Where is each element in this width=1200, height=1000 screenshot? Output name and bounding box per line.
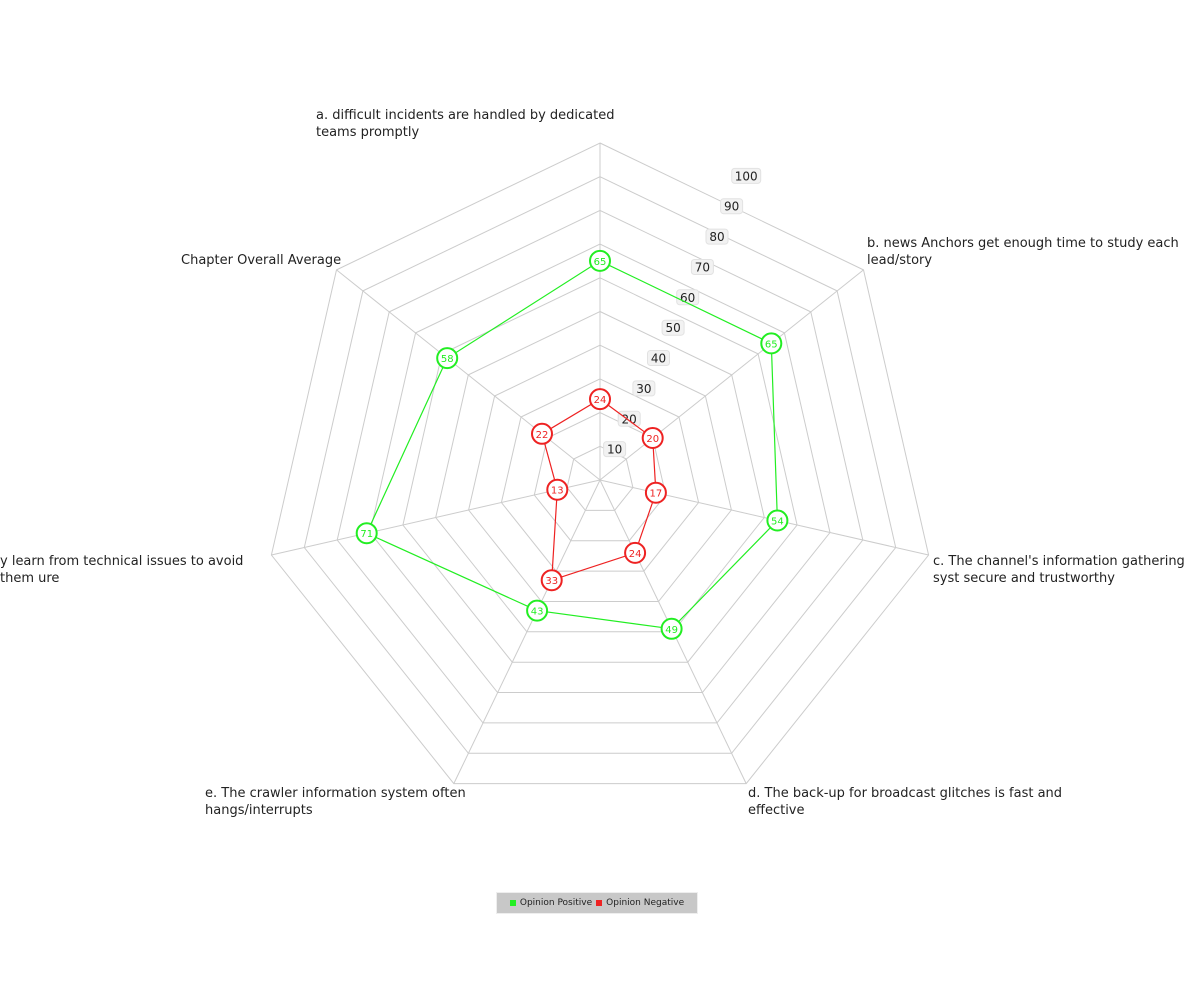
data-label-opinion-positive-0: 65	[594, 257, 607, 268]
grid	[270, 142, 930, 785]
tick-box-40	[647, 350, 670, 366]
data-point-opinion-negative-0	[589, 388, 611, 411]
tick-label-40: 40	[651, 352, 666, 366]
tick-box-20	[617, 410, 641, 427]
grid-spoke-1	[599, 269, 864, 481]
tick-label-50: 50	[665, 321, 680, 335]
grid-spoke-4	[453, 479, 601, 784]
data-point-opinion-positive-2	[766, 509, 789, 532]
tick-label-70: 70	[695, 261, 710, 275]
axis-label-c: c. The channel's information gathering s…	[933, 554, 1185, 586]
axis-label-e: e. The crawler information system often …	[205, 786, 466, 818]
series: 65 65 54 49 43 71 58 24 20 17 24 33 13 22	[355, 249, 789, 640]
data-point-opinion-positive-0	[589, 249, 611, 272]
data-point-opinion-negative-6	[531, 422, 553, 445]
data-label-opinion-negative-6: 22	[536, 430, 549, 441]
data-label-opinion-positive-6: 58	[441, 354, 454, 365]
grid-ring-90	[303, 176, 897, 754]
data-label-opinion-positive-4: 43	[531, 607, 544, 618]
data-point-opinion-negative-4	[540, 569, 563, 592]
grid-ring-10	[566, 445, 634, 511]
data-label-opinion-negative-4: 33	[545, 576, 558, 587]
grid-ring-40	[468, 344, 732, 602]
grid-ring-50	[435, 310, 765, 633]
data-point-opinion-negative-2	[644, 481, 667, 504]
data-point-opinion-positive-3	[660, 617, 683, 640]
axis-label-b: b. news Anchors get enough time to study…	[867, 236, 1179, 268]
tick-box-10	[603, 441, 627, 458]
tick-box-90	[720, 198, 744, 215]
data-label-opinion-negative-3: 24	[629, 549, 642, 560]
axis-label-a: a. difficult incidents are handled by de…	[316, 108, 615, 140]
tick-label-100: 100	[735, 169, 758, 183]
data-point-opinion-negative-3	[624, 541, 647, 564]
data-label-opinion-negative-5: 13	[551, 486, 564, 497]
tick-box-70	[690, 259, 714, 275]
grid-ring-80	[336, 209, 864, 724]
grid-spoke-6	[336, 269, 601, 481]
legend-swatch-positive	[509, 900, 516, 906]
tick-box-80	[705, 228, 729, 245]
data-point-opinion-positive-4	[526, 599, 549, 622]
tick-label-30: 30	[636, 382, 651, 396]
tick-label-10: 10	[607, 443, 622, 457]
data-label-opinion-positive-2: 54	[771, 517, 784, 528]
data-label-opinion-negative-0: 24	[594, 395, 607, 406]
data-point-opinion-positive-5	[355, 522, 378, 545]
axis-label-overall: Chapter Overall Average	[181, 253, 342, 268]
tick-box-100	[731, 167, 762, 184]
data-label-opinion-positive-3: 49	[665, 625, 678, 636]
data-label-opinion-positive-5: 71	[360, 529, 373, 540]
legend-item-positive: Opinion Positive	[509, 898, 593, 908]
tick-label-90: 90	[724, 200, 739, 214]
tick-box-50	[661, 319, 685, 336]
axis-label-f: y learn from technical issues to avoid t…	[0, 554, 244, 586]
axis-label-d: d. The back-up for broadcast glitches is…	[748, 786, 1063, 818]
data-label-opinion-positive-1: 65	[765, 339, 778, 350]
series-line-opinion-positive	[365, 260, 779, 630]
legend-swatch-negative	[596, 900, 603, 906]
grid-ring-100	[270, 142, 930, 785]
tick-label-80: 80	[709, 230, 724, 244]
grid-spoke-5	[271, 479, 601, 556]
grid-ring-30	[500, 378, 700, 572]
data-point-opinion-negative-1	[641, 427, 664, 449]
data-point-opinion-positive-1	[760, 332, 783, 355]
grid-ring-70	[369, 243, 831, 693]
data-label-opinion-negative-1: 20	[646, 434, 659, 445]
tick-box-30	[632, 380, 656, 397]
data-point-opinion-positive-6	[436, 347, 459, 370]
legend-label-positive: Opinion Positive	[519, 898, 593, 908]
legend-label-negative: Opinion Negative	[606, 898, 685, 908]
data-label-opinion-negative-2: 17	[650, 489, 663, 500]
legend-item-negative: Opinion Negative	[596, 898, 684, 908]
data-point-opinion-negative-5	[546, 478, 569, 501]
legend: Opinion Positive Opinion Negative	[496, 892, 698, 914]
